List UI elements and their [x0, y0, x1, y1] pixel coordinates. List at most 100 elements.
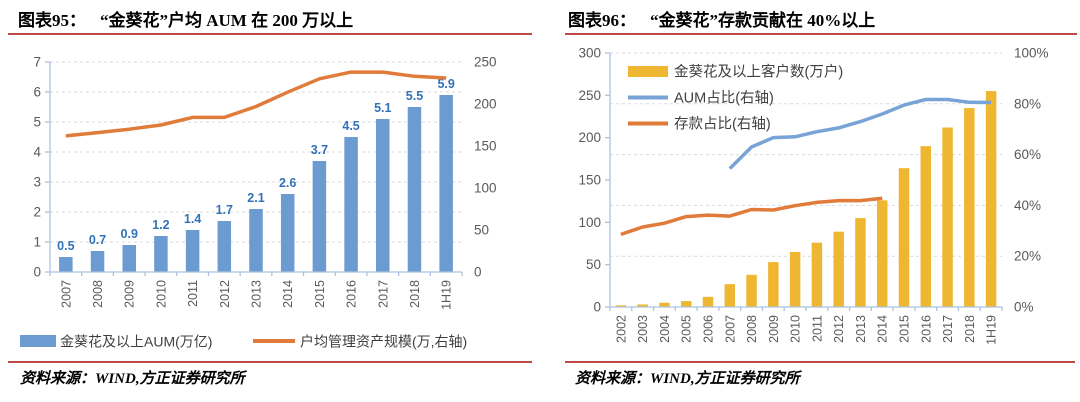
svg-text:2.1: 2.1	[247, 191, 264, 205]
bar-1H19	[985, 91, 997, 307]
bar-2009	[768, 262, 779, 307]
svg-text:2002: 2002	[614, 315, 628, 343]
figure95-source: 资料来源：WIND,方正证券研究所	[20, 371, 245, 387]
svg-text:0%: 0%	[1014, 300, 1034, 315]
svg-text:50: 50	[474, 223, 489, 238]
svg-text:250: 250	[474, 55, 497, 70]
legend-bar-label: 金葵花及以上客户数(万户)	[674, 64, 843, 81]
svg-text:0.5: 0.5	[57, 239, 74, 253]
svg-text:50: 50	[586, 257, 601, 272]
svg-text:1H19: 1H19	[440, 280, 454, 310]
bar-2016	[344, 137, 358, 272]
svg-text:2009: 2009	[767, 315, 781, 343]
legend-bar-swatch	[20, 335, 56, 347]
figure95-title-rule	[8, 33, 532, 35]
svg-text:80%: 80%	[1014, 96, 1041, 111]
svg-text:3: 3	[33, 175, 41, 190]
bar-2014	[876, 200, 888, 307]
svg-text:1.7: 1.7	[216, 203, 233, 217]
bars	[59, 95, 453, 272]
svg-text:100%: 100%	[1014, 46, 1049, 61]
svg-text:5.9: 5.9	[437, 77, 454, 91]
svg-text:0: 0	[593, 300, 601, 315]
svg-text:2017: 2017	[941, 315, 955, 343]
bar-2010	[154, 236, 168, 272]
bar-2014	[280, 194, 295, 272]
svg-text:40%: 40%	[1014, 198, 1041, 213]
svg-text:2013: 2013	[854, 315, 868, 343]
bar-2002	[615, 305, 627, 307]
figure95-title: “金葵花”户均 AUM 在 200 万以上	[100, 11, 354, 30]
svg-text:2012: 2012	[832, 315, 846, 343]
svg-text:1.4: 1.4	[184, 212, 201, 226]
svg-text:2: 2	[33, 205, 41, 220]
line-series-0	[65, 70, 447, 138]
bar-2004	[659, 302, 670, 307]
bar-2010	[789, 251, 801, 307]
figure96-heading: 图表96： “金葵花”存款贡献在 40%以上	[568, 6, 875, 31]
bar-2008	[746, 274, 757, 307]
bar-2015	[898, 168, 910, 307]
line-series-0	[728, 97, 992, 170]
bar-2003	[637, 304, 648, 307]
svg-text:4.5: 4.5	[342, 119, 359, 133]
axis-labels: 0 1 2 3 4 5 6 7 0 50 100 150 200 250 2007 2008 2009 2010 2…	[33, 55, 496, 310]
svg-text:2011: 2011	[810, 315, 824, 342]
legend-bottom: 金葵花及以上AUM(万亿) 户均管理资产规模(万,右轴)	[20, 334, 467, 350]
bar-2017	[942, 127, 953, 307]
figure96-label: 图表96：	[568, 11, 636, 30]
svg-text:100: 100	[474, 181, 497, 196]
customers-share-combo-chart: 0 50 100 150 200 250 300 0% 20% 40% 60% 80% 100% 2002…	[578, 46, 1049, 345]
figure96-panel: 图表96： “金葵花”存款贡献在 40%以上 0 50 100 150 200 250 300…	[540, 0, 1080, 402]
svg-text:2016: 2016	[919, 315, 933, 343]
svg-text:2014: 2014	[876, 315, 890, 343]
svg-text:200: 200	[474, 97, 497, 112]
figure96-footer-rule	[565, 361, 1075, 363]
svg-text:5.5: 5.5	[406, 89, 423, 103]
svg-text:2009: 2009	[123, 280, 137, 308]
svg-text:2004: 2004	[658, 315, 672, 343]
svg-text:2003: 2003	[636, 315, 650, 343]
gridlines	[610, 52, 1002, 257]
svg-text:0: 0	[33, 265, 41, 280]
svg-text:2012: 2012	[218, 280, 232, 308]
svg-text:6: 6	[33, 85, 41, 100]
bar-2012	[217, 221, 232, 272]
svg-text:1H19: 1H19	[985, 315, 999, 345]
svg-text:2010: 2010	[154, 280, 168, 308]
svg-text:2015: 2015	[898, 315, 912, 343]
bar-2013	[249, 209, 263, 272]
bar-2013	[855, 218, 866, 307]
bar-2017	[376, 119, 390, 272]
bars	[615, 91, 997, 308]
svg-text:5: 5	[33, 115, 41, 130]
legend-line-label: 户均管理资产规模(万,右轴)	[300, 334, 467, 350]
bar-2011	[811, 242, 823, 307]
figure95-heading: 图表95： “金葵花”户均 AUM 在 200 万以上	[18, 6, 353, 31]
svg-text:150: 150	[578, 173, 601, 188]
svg-text:2005: 2005	[680, 315, 694, 343]
svg-text:300: 300	[578, 46, 601, 61]
legend-aum-line-label: AUM占比(右轴)	[674, 90, 774, 107]
svg-text:0: 0	[474, 265, 482, 280]
bar-2011	[185, 230, 200, 272]
svg-text:2018: 2018	[963, 315, 977, 343]
svg-text:2014: 2014	[281, 280, 295, 308]
svg-text:2017: 2017	[376, 280, 390, 308]
svg-text:2.6: 2.6	[279, 176, 296, 190]
svg-text:0.9: 0.9	[121, 227, 138, 241]
svg-text:2006: 2006	[702, 315, 716, 343]
legend-deposit-line-label: 存款占比(右轴)	[674, 116, 771, 133]
svg-text:20%: 20%	[1014, 249, 1041, 264]
bar-2006	[702, 296, 714, 307]
svg-text:250: 250	[578, 88, 601, 103]
svg-text:2011: 2011	[186, 280, 200, 307]
svg-text:1.2: 1.2	[152, 218, 169, 232]
svg-text:5.1: 5.1	[374, 101, 391, 115]
svg-text:2013: 2013	[250, 280, 264, 308]
bar-2018	[407, 107, 422, 272]
aum-combo-chart: 0.5 0.7 0.91.2 1.41.72.12.63.74.55.15.55.90…	[20, 55, 497, 350]
bar-2005	[680, 301, 692, 307]
bar-2015	[312, 161, 327, 272]
